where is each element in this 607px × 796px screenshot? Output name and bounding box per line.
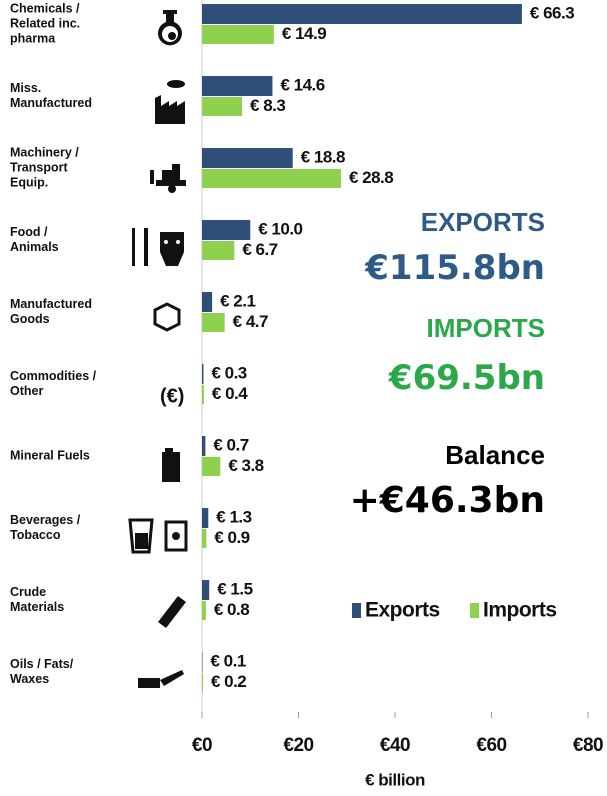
bar bbox=[202, 4, 522, 24]
value-label: € 8.3 bbox=[250, 96, 285, 115]
svg-text:(€): (€) bbox=[160, 385, 184, 407]
category-label: Food / Animals bbox=[10, 225, 59, 254]
value-label: € 6.7 bbox=[242, 240, 277, 259]
bar bbox=[202, 97, 243, 116]
bar bbox=[202, 241, 235, 260]
value-label: € 0.1 bbox=[210, 651, 245, 670]
category-label: Miss. Manufactured bbox=[10, 81, 92, 110]
bar bbox=[202, 220, 251, 240]
bar bbox=[202, 76, 273, 96]
legend-swatch bbox=[352, 603, 361, 618]
value-label: € 66.3 bbox=[530, 3, 574, 22]
annotation: Balance bbox=[445, 440, 545, 470]
bar bbox=[202, 601, 206, 620]
bar bbox=[202, 508, 209, 528]
bar bbox=[202, 673, 203, 692]
value-label: € 2.1 bbox=[220, 291, 255, 310]
value-label: € 0.2 bbox=[211, 672, 246, 691]
value-label: € 3.8 bbox=[228, 456, 263, 475]
category-label: Mineral Fuels bbox=[10, 448, 90, 463]
x-tick-label: €60 bbox=[476, 735, 506, 756]
bar bbox=[202, 292, 213, 312]
annotation: IMPORTS bbox=[426, 313, 545, 343]
legend-label: Imports bbox=[483, 599, 557, 622]
category-label: Chemicals / Related inc. pharma bbox=[10, 1, 81, 46]
bar bbox=[202, 148, 293, 168]
annotation: +€46.3bn bbox=[349, 480, 545, 521]
bar bbox=[202, 313, 225, 332]
annotation: €69.5bn bbox=[388, 358, 545, 398]
value-label: € 1.5 bbox=[217, 579, 252, 598]
bar bbox=[202, 580, 210, 600]
value-label: € 18.8 bbox=[301, 147, 345, 166]
bar bbox=[202, 457, 221, 476]
value-label: € 0.4 bbox=[212, 384, 248, 403]
value-label: € 0.9 bbox=[214, 528, 249, 547]
value-label: € 14.9 bbox=[282, 24, 326, 43]
annotation: €115.8bn bbox=[365, 248, 545, 288]
value-label: € 0.7 bbox=[213, 435, 248, 454]
value-label: € 28.8 bbox=[349, 168, 393, 187]
value-label: € 10.0 bbox=[258, 219, 302, 238]
value-label: € 0.3 bbox=[211, 363, 246, 382]
x-tick-label: €20 bbox=[283, 735, 313, 756]
category-label: Manufactured Goods bbox=[10, 297, 92, 326]
category-label: Machinery / Transport Equip. bbox=[10, 145, 79, 190]
value-label: € 4.7 bbox=[233, 312, 268, 331]
bar bbox=[202, 25, 274, 44]
icons: (€) bbox=[128, 10, 188, 692]
x-tick-label: €40 bbox=[380, 735, 410, 756]
x-axis-label: € billion bbox=[365, 770, 425, 789]
bar bbox=[202, 364, 204, 384]
bar bbox=[202, 169, 341, 188]
category-label: Commodities / Other bbox=[10, 369, 97, 398]
legend-label: Exports bbox=[365, 599, 440, 622]
value-label: € 14.6 bbox=[280, 75, 324, 94]
legend-swatch bbox=[470, 603, 479, 618]
bar bbox=[202, 529, 207, 548]
category-label: Crude Materials bbox=[10, 585, 65, 614]
value-label: € 0.8 bbox=[214, 600, 249, 619]
category-label: Beverages / Tobacco bbox=[10, 513, 81, 542]
x-tick-label: €0 bbox=[192, 735, 212, 756]
category-label: Oils / Fats/ Waxes bbox=[10, 657, 74, 686]
x-tick-label: €80 bbox=[573, 735, 603, 756]
bar bbox=[202, 436, 206, 456]
bar bbox=[202, 385, 204, 404]
value-label: € 1.3 bbox=[216, 507, 251, 526]
annotation: EXPORTS bbox=[420, 207, 545, 237]
